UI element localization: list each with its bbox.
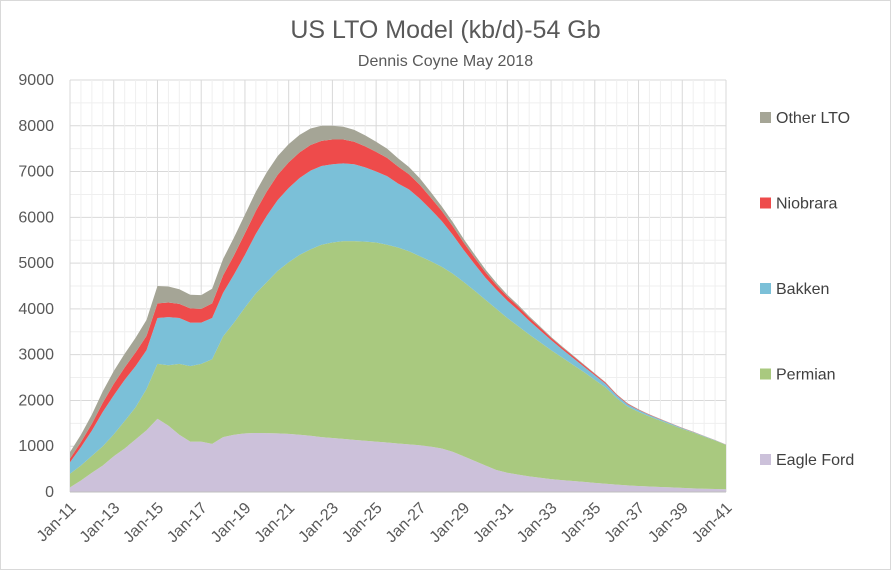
x-tick-label: Jan-39	[645, 500, 692, 547]
y-tick-label: 4000	[18, 301, 54, 318]
legend-swatch-eagle-ford	[760, 454, 771, 465]
y-tick-label: 0	[45, 484, 54, 501]
legend: Other LTO Niobrara Bakken Permian Eagle Ford	[760, 110, 854, 469]
legend-label-other-lto: Other LTO	[776, 110, 850, 127]
stacked-areas	[70, 125, 726, 492]
y-tick-label: 6000	[18, 209, 54, 226]
legend-swatch-permian	[760, 368, 771, 380]
x-tick-label: Jan-17	[164, 500, 211, 547]
x-tick-label: Jan-15	[120, 500, 167, 547]
y-tick-label: 2000	[18, 392, 54, 409]
x-tick-label: Jan-27	[383, 500, 430, 547]
y-tick-label: 9000	[18, 72, 54, 89]
x-tick-label: Jan-19	[208, 500, 255, 547]
y-tick-label: 8000	[18, 118, 54, 135]
x-tick-label: Jan-29	[427, 500, 474, 547]
legend-swatch-niobrara	[760, 197, 771, 209]
x-tick-label: Jan-23	[295, 500, 342, 547]
area-eagle-ford	[70, 418, 726, 492]
legend-label-eagle-ford: Eagle Ford	[776, 452, 854, 469]
chart-title: US LTO Model (kb/d)-54 Gb	[290, 16, 601, 44]
x-tick-labels: Jan-11Jan-13Jan-15Jan-17Jan-19Jan-21Jan-…	[34, 500, 736, 547]
y-tick-label: 3000	[18, 347, 54, 364]
legend-swatch-other-lto	[760, 112, 771, 123]
legend-swatch-bakken	[760, 283, 771, 294]
x-tick-label: Jan-37	[602, 500, 649, 547]
chart-subtitle: Dennis Coyne May 2018	[357, 53, 534, 70]
y-tick-label: 1000	[18, 438, 54, 455]
x-tick-label: Jan-35	[558, 500, 605, 547]
y-tick-labels: 0 1000 2000 3000 4000 5000 6000 7000 8000 9000	[18, 72, 54, 501]
x-tick-label: Jan-11	[34, 500, 80, 546]
x-tick-label: Jan-41	[689, 500, 736, 547]
x-tick-label: Jan-13	[77, 500, 124, 547]
x-tick-label: Jan-33	[514, 500, 561, 547]
x-tick-label: Jan-21	[252, 500, 299, 547]
x-tick-label: Jan-25	[339, 500, 386, 547]
area-bakken	[70, 163, 726, 474]
y-tick-label: 5000	[18, 255, 54, 272]
legend-label-permian: Permian	[776, 367, 836, 384]
legend-label-niobrara: Niobrara	[776, 196, 837, 213]
y-tick-label: 7000	[18, 164, 54, 181]
legend-label-bakken: Bakken	[776, 281, 829, 298]
x-tick-label: Jan-31	[470, 500, 517, 547]
area-permian	[70, 241, 726, 490]
